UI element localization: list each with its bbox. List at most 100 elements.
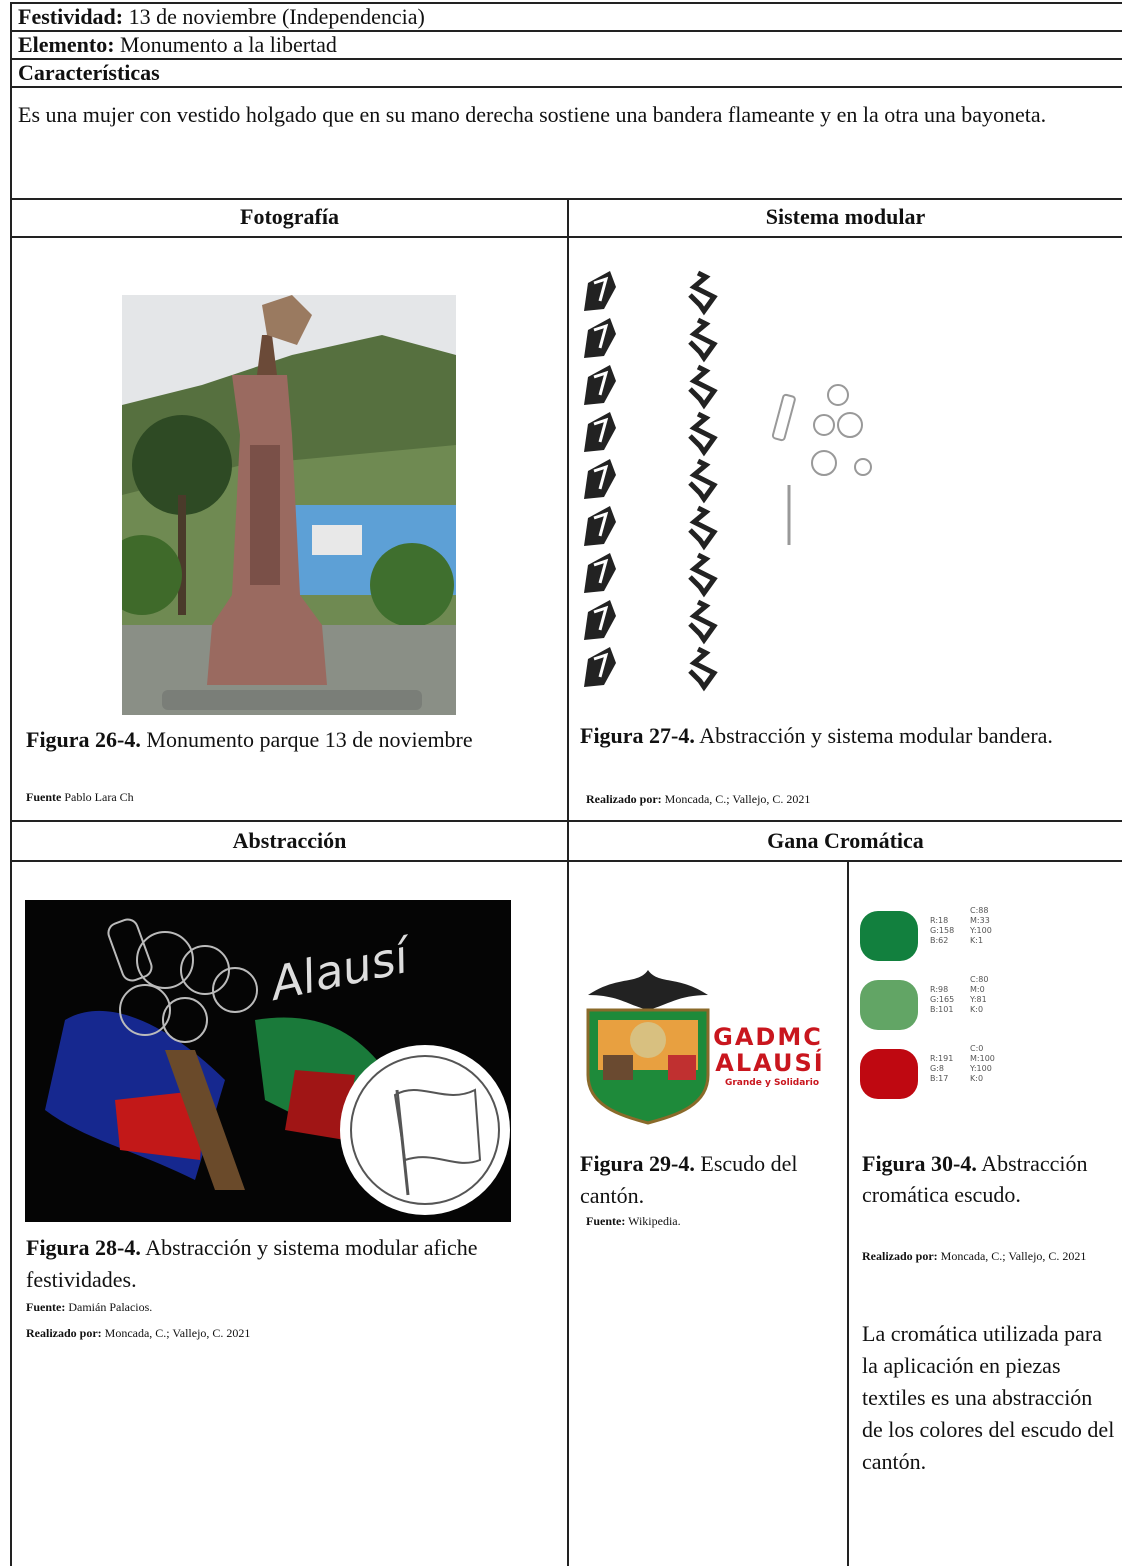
- color-code: R:18: [930, 916, 948, 925]
- label: Festividad:: [18, 4, 124, 29]
- value: Monumento a la libertad: [120, 32, 337, 57]
- modular-system: [584, 270, 872, 692]
- swatch: [860, 980, 918, 1030]
- color-code: K:0: [970, 1074, 983, 1083]
- color-code: G:165: [930, 995, 954, 1004]
- label: Realizado por:: [586, 792, 662, 806]
- color-code: R:191: [930, 1054, 953, 1063]
- rule: [847, 860, 849, 1566]
- module: [688, 646, 718, 692]
- value: Moncada, C.; Vallejo, C. 2021: [104, 1326, 251, 1340]
- color-code: M:33: [970, 916, 990, 925]
- label: Realizado por:: [862, 1249, 938, 1263]
- module: [688, 270, 718, 316]
- rule: [10, 58, 1122, 60]
- module: [688, 599, 718, 645]
- module: [584, 647, 616, 687]
- module: [584, 318, 616, 358]
- photo: [122, 295, 456, 715]
- heading: Fotografía: [240, 204, 339, 229]
- color-code: R:98: [930, 985, 948, 994]
- label: Fuente: [26, 790, 62, 804]
- module: [584, 271, 616, 311]
- color-code: M:100: [970, 1054, 995, 1063]
- color-code: B:101: [930, 1005, 953, 1014]
- source: Fuente: Wikipedia.: [586, 1212, 681, 1230]
- rule: [10, 2, 12, 1566]
- module-cut: [593, 605, 609, 631]
- color-code: C:0: [970, 1044, 983, 1053]
- description: Es una mujer con vestido holgado que en …: [18, 102, 1047, 127]
- heading: Gana Cromática: [767, 828, 924, 853]
- module: [584, 553, 616, 593]
- color-code: K:0: [970, 1005, 983, 1014]
- module: [688, 317, 718, 363]
- color-code: C:80: [970, 975, 988, 984]
- value: Moncada, C.; Vallejo, C. 2021: [664, 792, 811, 806]
- credit: Realizado por: Moncada, C.; Vallejo, C. …: [586, 790, 810, 808]
- module: [584, 412, 616, 452]
- color-code: Y:81: [969, 995, 987, 1004]
- color-code: G:158: [930, 926, 954, 935]
- label: Fuente:: [586, 1214, 626, 1228]
- value: Damián Palacios.: [68, 1300, 153, 1314]
- label: Características: [18, 60, 160, 85]
- module-cut: [593, 276, 609, 302]
- caption: Figura 27-4. Abstracción y sistema modul…: [580, 720, 1110, 752]
- source: Fuente Pablo Lara Ch: [26, 788, 134, 806]
- caption-text: Monumento parque 13 de noviembre: [146, 727, 473, 752]
- module-cut: [593, 464, 609, 490]
- palette: R:18G:158B:62C:88M:33Y:100K:1R:98G:165B:…: [860, 906, 995, 1099]
- rule: [10, 86, 1122, 88]
- color-code: B:62: [930, 936, 948, 945]
- color-code: M:0: [970, 985, 985, 994]
- color-code: Y:100: [969, 926, 992, 935]
- row: Elemento: Monumento a la libertad: [18, 30, 337, 60]
- module: [688, 552, 718, 598]
- caption-text: Abstracción y sistema modular afiche fes…: [26, 1235, 478, 1292]
- module: [584, 506, 616, 546]
- module: [584, 600, 616, 640]
- label: Fuente:: [26, 1300, 66, 1314]
- color-code: K:1: [970, 936, 983, 945]
- value: Pablo Lara Ch: [64, 790, 134, 804]
- color-code: G:8: [930, 1064, 944, 1073]
- poster: Alausí: [25, 900, 511, 1222]
- module: [584, 459, 616, 499]
- rule: [567, 198, 569, 1566]
- logo-text: GADMC: [713, 1023, 823, 1051]
- module-cut: [593, 652, 609, 678]
- color-code: C:88: [970, 906, 988, 915]
- description: La cromática utilizada para la aplicació…: [862, 1321, 1115, 1474]
- color-code: B:17: [930, 1074, 948, 1083]
- caption-text: Escudo del cantón.: [580, 1151, 798, 1208]
- caption-text: Abstracción y sistema modular bandera.: [699, 723, 1053, 748]
- caption: Figura 28-4. Abstracción y sistema modul…: [26, 1232, 556, 1296]
- value: 13 de noviembre (Independencia): [128, 4, 425, 29]
- rule: [10, 236, 1122, 238]
- heading: Sistema modular: [765, 204, 926, 229]
- figure-label: Figura 26-4.: [26, 727, 141, 752]
- logo: GADMC ALAUSÍ Grande y Solidario: [586, 970, 823, 1125]
- rule: [10, 2, 1122, 4]
- rule: [10, 860, 1122, 862]
- figure-label: Figura 28-4.: [26, 1235, 141, 1260]
- module: [688, 364, 718, 410]
- module: [584, 365, 616, 405]
- module: [688, 411, 718, 457]
- figure-label: Figura 27-4.: [580, 723, 695, 748]
- module-cut: [593, 558, 609, 584]
- rule: [10, 30, 1122, 32]
- rule: [10, 198, 1122, 200]
- credit: Realizado por: Moncada, C.; Vallejo, C. …: [26, 1324, 250, 1342]
- module: [688, 458, 718, 504]
- module: [688, 505, 718, 551]
- rule: [10, 820, 1122, 822]
- label: Realizado por:: [26, 1326, 102, 1340]
- logo-tagline: Grande y Solidario: [725, 1078, 819, 1088]
- source: Fuente: Damián Palacios.: [26, 1298, 152, 1316]
- value: Wikipedia.: [628, 1214, 681, 1228]
- caption: Figura 30-4. Abstracción cromática escud…: [862, 1148, 1122, 1210]
- module-cut: [593, 323, 609, 349]
- swatch: [860, 1049, 918, 1099]
